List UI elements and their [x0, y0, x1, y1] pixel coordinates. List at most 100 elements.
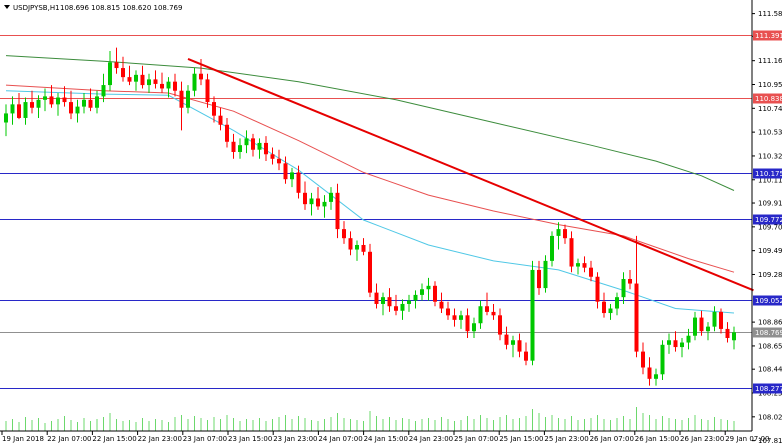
candle-bull: [244, 138, 249, 146]
candle-bear: [634, 283, 639, 352]
candle-bear: [140, 74, 145, 86]
candle-bull: [4, 113, 8, 123]
time-tick-label: 23 Jan 15:00: [228, 435, 272, 443]
candle-bull: [23, 102, 28, 118]
candle-bull: [400, 303, 405, 311]
candle-bear: [491, 311, 496, 316]
level-tag-3: [753, 214, 782, 225]
level-tag-text-1: 110.838: [755, 95, 782, 103]
candle-bear: [69, 102, 73, 114]
price-tick-label: 108.650: [758, 342, 782, 350]
price-tick-label: 109.490: [758, 247, 782, 255]
candle-bull: [732, 332, 736, 341]
candle-bull: [238, 145, 242, 152]
candle-bear: [251, 138, 255, 150]
candle-bear: [433, 285, 437, 302]
candle-bear: [498, 315, 502, 335]
price-tick-label: 111.165: [758, 57, 782, 65]
level-tag-text-4: 109.052: [755, 297, 782, 305]
candle-bear: [303, 192, 307, 205]
candle-bear: [673, 340, 678, 348]
candle-bull: [420, 289, 424, 295]
candle-bull: [407, 300, 411, 304]
candle-bear: [30, 102, 34, 108]
candle-bear: [563, 229, 567, 239]
trendline[interactable]: [187, 58, 754, 292]
level-tag-text-6: 108.277: [755, 385, 782, 393]
candle-bear: [296, 172, 301, 193]
candle-bear: [719, 311, 723, 329]
candle-bull: [706, 326, 710, 332]
candle-bull: [608, 308, 613, 314]
price-tick-label: 111.580: [758, 10, 782, 18]
price-tick-label: 110.955: [758, 81, 782, 89]
candle-bull: [680, 342, 684, 348]
candle-bull: [413, 294, 418, 301]
candle-bear: [439, 301, 444, 309]
candle-bear: [452, 315, 457, 320]
candle-bear: [225, 124, 229, 142]
symbol-menu-triangle-icon[interactable]: [4, 5, 10, 9]
price-tick-label: 109.700: [758, 223, 782, 231]
level-tag-text-2: 110.175: [755, 170, 782, 178]
price-tick-label: 107.815: [758, 437, 782, 445]
candle-bull: [654, 374, 658, 379]
candle-bear: [537, 269, 541, 289]
candle-bull: [543, 260, 548, 289]
candle-bear: [218, 115, 223, 125]
candle-bear: [342, 229, 346, 239]
candle-bear: [582, 263, 587, 268]
candle-bear: [264, 142, 268, 155]
candle-bear: [173, 81, 177, 91]
trendline-group[interactable]: [187, 58, 754, 292]
candle-bull: [472, 323, 476, 332]
candle-bear: [277, 158, 281, 164]
candlesticks: [4, 47, 736, 386]
ohlc-values: 108.696 108.815 108.620 108.769: [60, 4, 182, 12]
time-tick-label: 25 Jan 15:00: [499, 435, 543, 443]
candle-bull: [667, 340, 671, 345]
horizontal-levels: [0, 35, 752, 389]
price-tick-label: 110.745: [758, 105, 782, 113]
candle-bull: [322, 201, 327, 207]
candle-bear: [504, 334, 509, 345]
level-price-tags: 111.391 110.838 110.175 109.772 109.052 108.7…: [753, 30, 782, 394]
candle-bull: [10, 104, 15, 114]
candle-bull: [75, 106, 80, 114]
candle-bear: [153, 79, 158, 84]
time-tick-label: 26 Jan 23:00: [680, 435, 724, 443]
level-tag-5: [753, 327, 782, 338]
price-tick-label: 110.535: [758, 129, 782, 137]
candle-bear: [589, 267, 593, 277]
candle-bear: [517, 340, 522, 352]
candle-bull: [36, 99, 41, 108]
candle-bull: [381, 297, 385, 304]
candle-bear: [725, 328, 730, 338]
candle-bull: [329, 192, 333, 202]
candle-bull: [712, 311, 717, 327]
candle-bull: [478, 306, 483, 324]
candle-bull: [257, 142, 262, 150]
candle-bear: [270, 154, 275, 159]
level-tag-2: [753, 168, 782, 179]
candle-bear: [316, 198, 320, 207]
time-tick-label: 29 Jan 07:00: [725, 435, 769, 443]
candle-bear: [628, 279, 632, 284]
moving-average-line-0: [5, 55, 735, 191]
time-tick-label: 26 Jan 15:00: [635, 435, 679, 443]
candle-bull: [192, 73, 197, 91]
price-tick-label: 109.280: [758, 271, 782, 279]
candle-bull: [186, 90, 190, 108]
candle-bull: [459, 315, 463, 320]
candle-bear: [114, 62, 119, 69]
candle-bear: [335, 192, 340, 230]
candle-bull: [511, 340, 515, 345]
candle-bull: [426, 285, 431, 290]
time-tick-label: 22 Jan 07:00: [47, 435, 91, 443]
moving-average-line-2: [5, 90, 735, 314]
time-tick-label: 25 Jan 07:00: [454, 435, 498, 443]
candle-bear: [205, 79, 210, 103]
candle-bear: [62, 97, 67, 103]
